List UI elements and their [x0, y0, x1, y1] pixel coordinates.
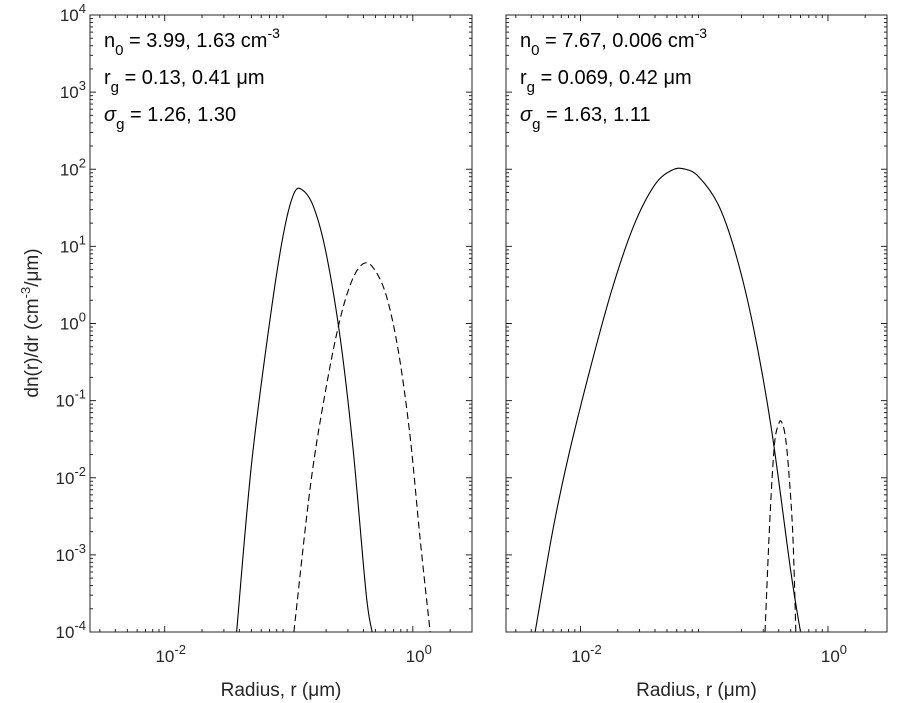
parameter-annotation: rg = 0.069, 0.42 μm — [520, 67, 692, 96]
x-tick-label: 100 — [821, 642, 847, 666]
y-tick-label: 104 — [60, 1, 86, 25]
x-tick-label: 10-2 — [155, 642, 185, 666]
series-1-dashed-line — [293, 262, 431, 632]
parameter-annotation: rg = 0.13, 0.41 μm — [104, 67, 265, 96]
parameter-annotation: n0 = 7.67, 0.006 cm-3 — [520, 25, 707, 59]
parameter-annotation: n0 = 3.99, 1.63 cm-3 — [104, 25, 280, 59]
x-tick-label: 100 — [406, 642, 432, 666]
y-tick-label: 10-2 — [56, 464, 86, 488]
x-axis-label: Radius, r (μm) — [221, 680, 342, 701]
x-axis-label: Radius, r (μm) — [636, 680, 757, 701]
y-axis-label: dn(r)/dr (cm-3/μm) — [18, 248, 43, 397]
y-tick-label: 103 — [60, 78, 86, 102]
parameter-annotation: σg = 1.26, 1.30 — [104, 104, 236, 133]
series-0-solid-line — [236, 187, 373, 632]
y-tick-label: 102 — [60, 155, 86, 179]
x-tick-label: 10-2 — [571, 642, 601, 666]
series-1-dashed-line — [764, 420, 797, 632]
y-tick-label: 101 — [60, 232, 86, 256]
series-0-solid-line — [534, 167, 802, 632]
y-tick-label: 10-3 — [56, 541, 86, 565]
left-panel: 10-4 10-3 10-2 10-1 100 101 102 103 104 10-2 100 Ra… — [56, 1, 473, 701]
y-tick-label: 10-4 — [56, 618, 86, 642]
parameter-annotation: σg = 1.63, 1.11 — [520, 104, 651, 133]
right-panel: 10-2 100 Radius, r (μm) n0 = 7.67, 0.006 cm… — [505, 14, 888, 701]
y-tick-label: 100 — [60, 310, 86, 334]
y-tick-label: 10-1 — [56, 387, 86, 411]
